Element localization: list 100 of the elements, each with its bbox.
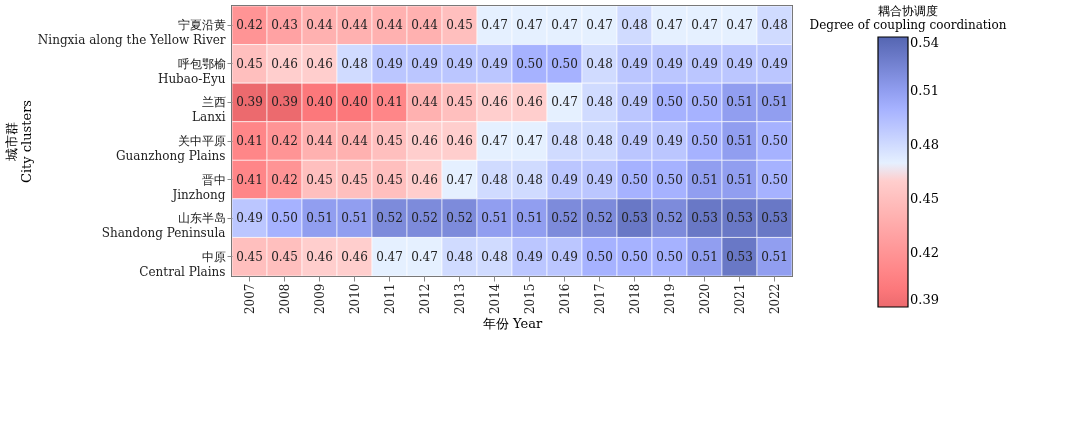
data-label: 0.44 [411, 18, 439, 33]
data-label: 0.48 [341, 56, 368, 71]
x-tick-label: 2011 [382, 283, 397, 315]
data-label: 0.46 [446, 134, 473, 148]
x-tick-label: 2022 [767, 283, 782, 315]
data-label: 0.39 [236, 95, 263, 110]
data-label: 0.50 [516, 56, 543, 71]
data-label: 0.51 [761, 95, 788, 110]
data-label: 0.48 [551, 134, 578, 148]
data-label: 0.51 [516, 211, 543, 226]
data-label: 0.52 [656, 211, 683, 226]
data-label: 0.41 [236, 172, 263, 187]
y-tick-label: 山东半岛 Shandong Peninsula [101, 211, 226, 241]
data-label: 0.50 [761, 134, 788, 148]
data-label: 0.45 [236, 249, 263, 264]
data-label: 0.50 [691, 134, 718, 148]
data-label: 0.53 [691, 211, 718, 226]
color-bar-label: 0.42 [910, 245, 939, 260]
data-label: 0.51 [691, 249, 718, 264]
y-tick-label: 晋中 Jinzhong [170, 172, 226, 202]
data-label: 0.42 [271, 134, 298, 148]
data-label: 0.47 [586, 18, 613, 33]
color-bar-label: 0.39 [910, 292, 939, 307]
data-label: 0.48 [586, 134, 613, 148]
data-label: 0.46 [516, 95, 543, 110]
data-label: 0.48 [516, 172, 543, 187]
data-label: 0.47 [691, 18, 718, 33]
data-label: 0.46 [411, 172, 438, 187]
data-label: 0.45 [341, 172, 368, 187]
x-tick-label: 2017 [592, 283, 607, 315]
data-label: 0.49 [551, 172, 578, 187]
data-label: 0.47 [726, 18, 753, 33]
data-label: 0.53 [621, 211, 648, 226]
x-tick-label: 2020 [697, 283, 712, 315]
color-bar-label: 0.54 [910, 35, 939, 50]
color-bar-label: 0.45 [910, 191, 939, 206]
data-label: 0.49 [621, 134, 648, 148]
data-label: 0.50 [271, 211, 298, 226]
data-label: 0.47 [481, 134, 508, 148]
data-label: 0.50 [551, 56, 578, 71]
data-label: 0.44 [306, 134, 334, 148]
x-tick-label: 2012 [417, 283, 432, 315]
y-tick-label: 中原 Central Plains [139, 249, 226, 279]
data-label: 0.51 [691, 172, 718, 187]
data-label: 0.52 [551, 211, 578, 226]
data-label: 0.52 [586, 211, 613, 226]
data-label: 0.49 [621, 95, 648, 110]
data-label: 0.50 [621, 249, 648, 264]
data-label: 0.51 [726, 95, 753, 110]
data-label: 0.46 [306, 56, 333, 71]
data-label: 0.53 [726, 211, 753, 226]
data-label: 0.42 [236, 18, 263, 33]
data-label: 0.46 [306, 249, 333, 264]
data-label: 0.52 [376, 211, 403, 226]
y-tick-label: 兰西 Lanxi [192, 95, 226, 125]
data-label: 0.40 [341, 95, 368, 110]
data-label: 0.51 [726, 134, 753, 148]
data-label: 0.53 [726, 249, 753, 264]
x-axis-title: 年份 Year [482, 316, 543, 332]
data-label: 0.49 [621, 56, 648, 71]
data-label: 0.52 [446, 211, 473, 226]
x-tick-label: 2008 [277, 283, 292, 315]
data-label: 0.49 [726, 56, 753, 71]
data-label: 0.50 [656, 172, 683, 187]
data-label: 0.39 [271, 95, 298, 110]
data-label: 0.49 [411, 56, 438, 71]
x-tick-label: 2021 [732, 283, 747, 315]
data-label: 0.47 [376, 249, 403, 264]
data-label: 0.48 [481, 172, 508, 187]
x-tick-label: 2010 [347, 283, 362, 315]
data-label: 0.46 [481, 95, 508, 110]
data-label: 0.51 [306, 211, 333, 226]
data-label: 0.49 [761, 56, 788, 71]
data-label: 0.40 [306, 95, 333, 110]
data-label: 0.44 [306, 18, 334, 33]
data-label: 0.51 [481, 211, 508, 226]
y-tick-label: 宁夏沿黄 Ningxia along the Yellow River [37, 18, 226, 48]
data-label: 0.52 [411, 211, 438, 226]
data-label: 0.48 [586, 56, 613, 71]
data-label: 0.50 [621, 172, 648, 187]
y-tick-label: 关中平原 Guanzhong Plains [116, 134, 226, 163]
data-label: 0.50 [656, 249, 683, 264]
data-label: 0.47 [656, 18, 683, 33]
data-label: 0.49 [516, 249, 543, 264]
data-label: 0.48 [621, 18, 648, 33]
y-axis-title: 城市群 City clusters [3, 99, 34, 184]
data-label: 0.47 [446, 172, 473, 187]
data-label: 0.45 [376, 172, 403, 187]
x-tick-label: 2019 [662, 283, 677, 315]
x-tick-label: 2009 [312, 283, 327, 315]
data-label: 0.49 [551, 249, 578, 264]
data-label: 0.48 [586, 95, 613, 110]
data-label: 0.51 [761, 249, 788, 264]
data-label: 0.45 [271, 249, 298, 264]
data-label: 0.48 [761, 18, 788, 33]
x-tick-label: 2013 [452, 283, 467, 315]
data-label: 0.47 [516, 134, 543, 148]
color-bar-label: 0.51 [910, 83, 939, 98]
data-label: 0.51 [726, 172, 753, 187]
data-label: 0.43 [271, 18, 298, 33]
